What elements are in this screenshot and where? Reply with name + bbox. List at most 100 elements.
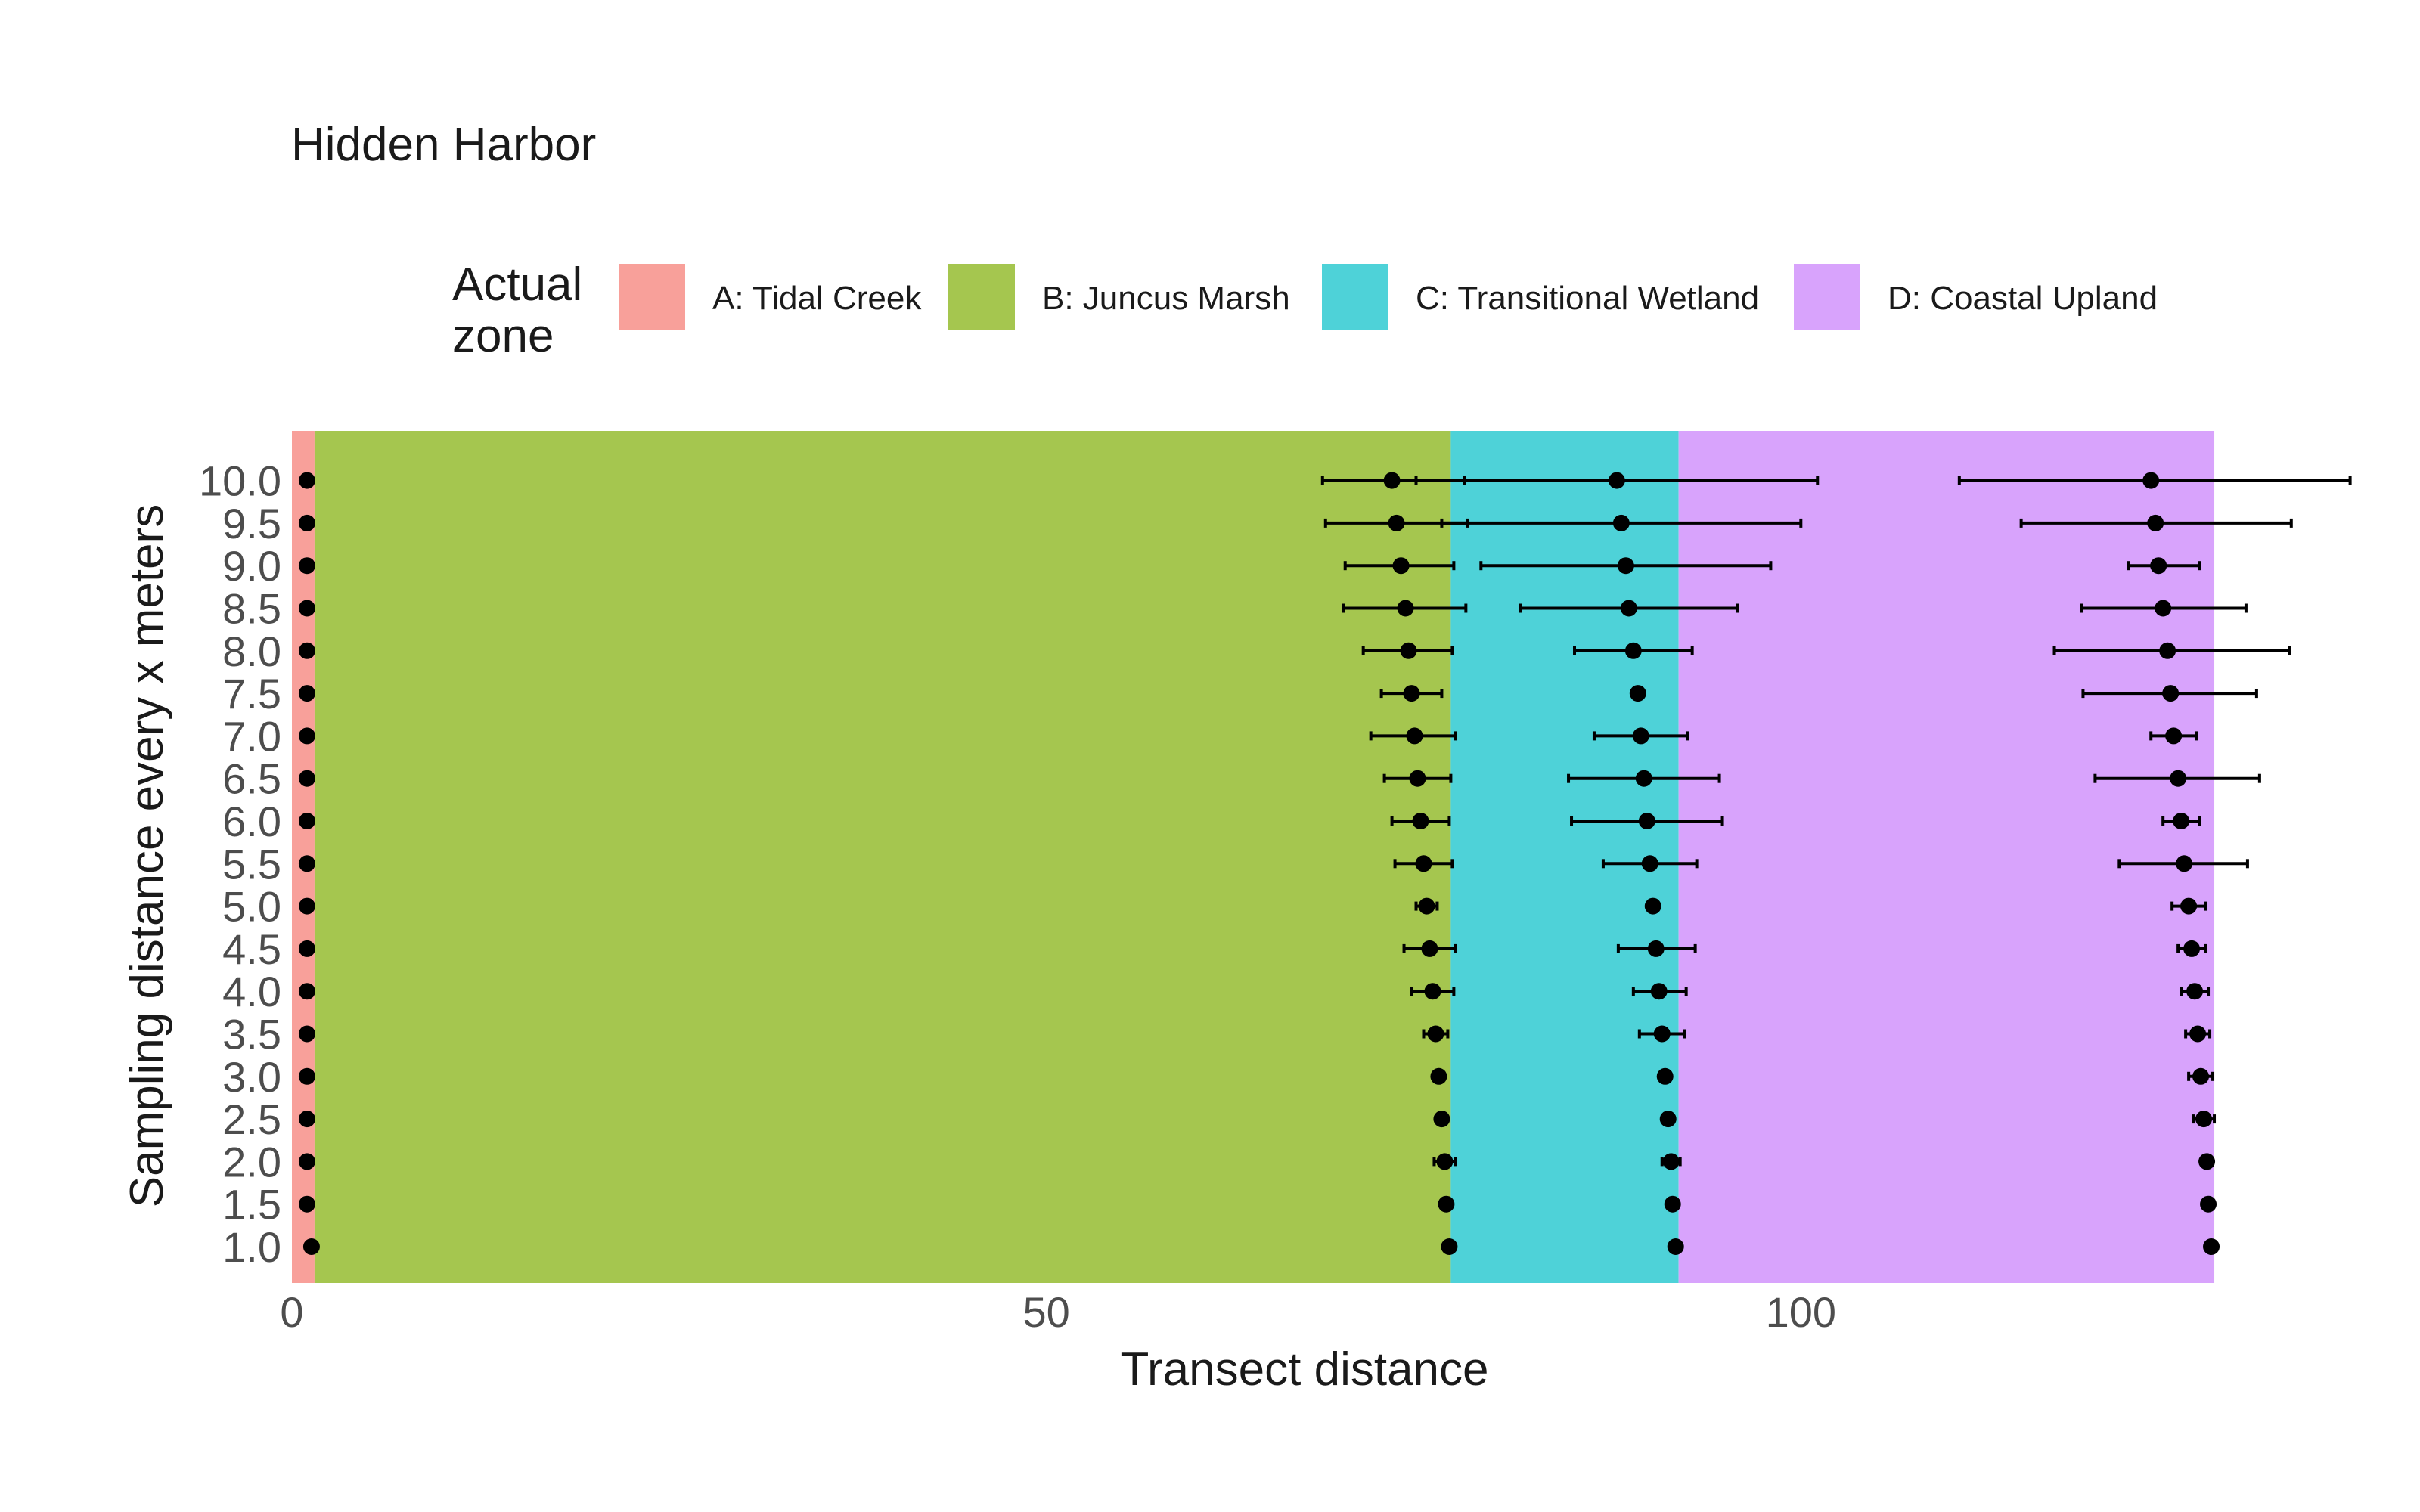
- x-tick-label-100: 100: [1766, 1288, 1836, 1336]
- legend-title-line-2: zone: [452, 310, 554, 362]
- point-D-end-2.5: [2195, 1111, 2213, 1128]
- point-C-D-8.0: [1624, 642, 1642, 659]
- point-D-end-6.5: [2170, 770, 2187, 787]
- y-tick-label-1.0: 1.0: [222, 1223, 281, 1271]
- point-C-D-9.0: [1617, 557, 1634, 575]
- point-D-end-9.5: [2147, 514, 2164, 531]
- y-tick-label-9.5: 9.5: [222, 500, 281, 547]
- point-D-end-1.5: [2200, 1195, 2217, 1213]
- point-B-C-3.5: [1427, 1025, 1444, 1043]
- point-D-end-4.0: [2186, 983, 2204, 1000]
- legend-label-2: B: Juncus Marsh: [1042, 280, 1290, 317]
- legend-label-4: D: Coastal Upland: [1888, 280, 2158, 317]
- point-B-C-4.5: [1421, 940, 1438, 957]
- point-D-end-5.0: [2180, 897, 2198, 915]
- point-A-B-8.0: [298, 642, 315, 659]
- point-D-end-3.5: [2189, 1025, 2207, 1043]
- legend-swatch-1: [619, 264, 685, 330]
- point-D-end-10.0: [2142, 472, 2160, 489]
- x-axis: 0 50 100: [280, 1288, 1836, 1336]
- point-A-B-1.0: [302, 1238, 320, 1255]
- point-D-end-8.5: [2155, 600, 2172, 617]
- point-A-B-4.0: [298, 983, 315, 1000]
- y-tick-label-6.5: 6.5: [222, 755, 281, 803]
- zone-band-4: [1678, 431, 2215, 1283]
- point-B-C-2.5: [1433, 1111, 1450, 1128]
- x-tick-label-50: 50: [1023, 1288, 1070, 1336]
- legend: Actual zone A: Tidal Creek B: Juncus Mars…: [452, 259, 2158, 362]
- y-tick-label-9.0: 9.0: [222, 542, 281, 590]
- point-B-C-3.0: [1430, 1067, 1447, 1085]
- legend-entry-3: C: Transitional Wetland: [1322, 264, 1759, 330]
- y-tick-label-5.0: 5.0: [222, 883, 281, 931]
- x-tick-label-0: 0: [280, 1288, 303, 1336]
- y-tick-label-10.0: 10.0: [199, 457, 281, 505]
- point-A-B-6.5: [298, 770, 315, 787]
- point-D-end-9.0: [2150, 557, 2167, 575]
- point-C-D-10.0: [1608, 472, 1625, 489]
- point-A-B-8.5: [298, 600, 315, 617]
- legend-title-line-1: Actual: [452, 259, 582, 311]
- point-A-B-2.0: [298, 1153, 315, 1170]
- point-C-D-5.5: [1641, 855, 1658, 872]
- point-C-D-6.5: [1635, 770, 1652, 787]
- y-tick-label-2.0: 2.0: [222, 1138, 281, 1185]
- point-A-B-9.0: [298, 557, 315, 575]
- point-A-B-1.5: [298, 1195, 315, 1213]
- legend-entry-2: B: Juncus Marsh: [948, 264, 1290, 330]
- point-B-C-8.5: [1397, 600, 1414, 617]
- y-tick-label-7.5: 7.5: [222, 670, 281, 717]
- y-tick-label-4.0: 4.0: [222, 968, 281, 1015]
- point-C-D-3.5: [1653, 1025, 1671, 1043]
- point-A-B-5.0: [298, 897, 315, 915]
- legend-swatch-2: [948, 264, 1015, 330]
- point-B-C-7.5: [1403, 685, 1420, 702]
- y-tick-label-8.0: 8.0: [222, 627, 281, 675]
- point-C-D-9.5: [1612, 514, 1630, 531]
- point-B-C-9.0: [1392, 557, 1410, 575]
- point-D-end-5.5: [2176, 855, 2193, 872]
- point-D-end-1.0: [2203, 1238, 2220, 1255]
- point-B-C-8.0: [1400, 642, 1417, 659]
- point-A-B-10.0: [298, 472, 315, 489]
- point-B-C-9.5: [1388, 514, 1405, 531]
- y-tick-label-1.5: 1.5: [222, 1181, 281, 1228]
- y-tick-label-2.5: 2.5: [222, 1095, 281, 1143]
- point-B-C-2.0: [1436, 1153, 1454, 1170]
- point-B-C-10.0: [1383, 472, 1401, 489]
- point-D-end-4.5: [2183, 940, 2201, 957]
- point-A-B-6.0: [298, 813, 315, 829]
- y-tick-label-5.5: 5.5: [222, 840, 281, 888]
- point-B-C-1.5: [1438, 1195, 1455, 1213]
- point-A-B-3.0: [298, 1067, 315, 1085]
- point-C-D-5.0: [1644, 897, 1661, 915]
- point-B-C-1.0: [1441, 1238, 1458, 1255]
- point-A-B-3.5: [298, 1025, 315, 1043]
- point-A-B-7.0: [298, 727, 315, 745]
- point-B-C-4.0: [1424, 983, 1441, 1000]
- legend-entry-1: A: Tidal Creek: [619, 264, 922, 330]
- point-D-end-2.0: [2198, 1153, 2216, 1170]
- y-axis-title: Sampling distance every x meters: [121, 504, 173, 1207]
- point-A-B-5.5: [298, 855, 315, 872]
- legend-label-3: C: Transitional Wetland: [1416, 280, 1759, 317]
- y-tick-label-3.0: 3.0: [222, 1053, 281, 1101]
- y-tick-label-8.5: 8.5: [222, 585, 281, 633]
- point-C-D-3.0: [1656, 1067, 1674, 1085]
- point-D-end-8.0: [2159, 642, 2176, 659]
- zone-band-3: [1450, 431, 1679, 1283]
- y-tick-label-7.0: 7.0: [222, 712, 281, 760]
- point-A-B-4.5: [298, 940, 315, 957]
- y-tick-label-6.0: 6.0: [222, 798, 281, 845]
- chart-title: Hidden Harbor: [291, 119, 596, 171]
- point-B-C-6.5: [1409, 770, 1426, 787]
- plot-panel: [292, 431, 2352, 1283]
- point-A-B-2.5: [298, 1111, 315, 1128]
- legend-label-1: A: Tidal Creek: [712, 280, 922, 317]
- point-C-D-1.0: [1667, 1238, 1684, 1255]
- point-C-D-7.0: [1632, 727, 1649, 745]
- point-A-B-9.5: [298, 514, 315, 531]
- point-C-D-2.5: [1659, 1111, 1677, 1128]
- point-C-D-4.0: [1650, 983, 1668, 1000]
